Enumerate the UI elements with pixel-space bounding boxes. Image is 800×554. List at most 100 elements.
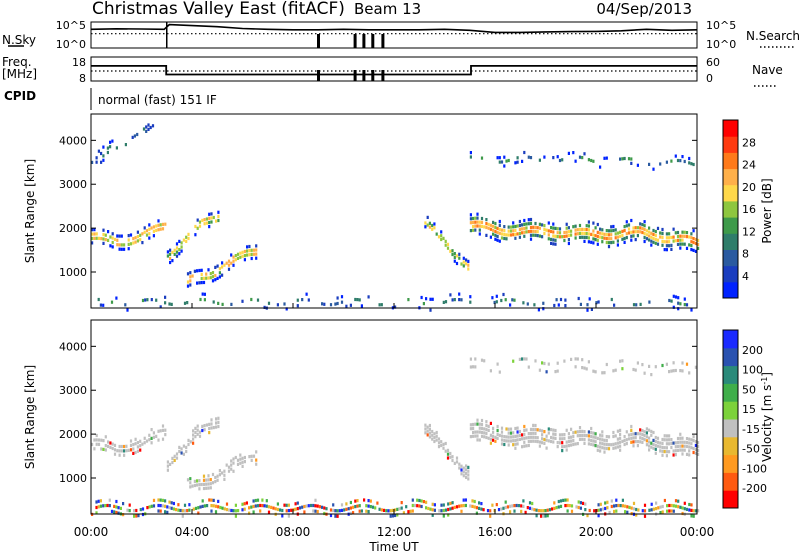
- power-cell: [648, 234, 651, 238]
- velocity-cell: [194, 506, 198, 510]
- power-cell: [127, 238, 130, 242]
- velocity-cell: [486, 509, 490, 513]
- velocity-cell: [489, 433, 492, 437]
- power-cell: [685, 303, 689, 307]
- velocity-cell: [525, 444, 528, 448]
- velocity-cell: [601, 442, 604, 446]
- power-cell: [605, 236, 608, 241]
- power-cell: [246, 245, 249, 249]
- velocity-cell: [503, 438, 506, 443]
- velocity-cell: [180, 451, 183, 455]
- velocity-cell: [492, 426, 495, 430]
- power-cell: [196, 218, 199, 222]
- power-cell: [590, 307, 593, 311]
- velocity-cell: [607, 447, 611, 451]
- power-cell: [623, 156, 626, 161]
- power-colorbar-tick: 12: [742, 225, 756, 238]
- velocity-cell: [476, 422, 479, 426]
- velocity-cell: [150, 436, 153, 440]
- velocity-cell: [474, 422, 477, 426]
- velocity-cell: [95, 505, 98, 510]
- velocity-cell: [480, 418, 484, 423]
- power-cell: [203, 292, 206, 296]
- velocity-cell: [462, 470, 465, 474]
- power-cell: [529, 225, 533, 229]
- power-cell: [550, 229, 553, 234]
- power-cell: [321, 302, 324, 306]
- freq-series-freq: [91, 65, 697, 76]
- velocity-cell: [627, 437, 631, 441]
- velocity-ytick-label: 2000: [59, 428, 87, 441]
- power-cell: [607, 241, 611, 245]
- power-cell: [241, 254, 244, 258]
- power-cell: [148, 223, 151, 227]
- velocity-cell: [243, 507, 246, 511]
- power-cell: [596, 234, 599, 238]
- velocity-cell: [552, 432, 555, 436]
- velocity-cell: [352, 511, 355, 515]
- velocity-cell: [230, 508, 233, 513]
- power-cell: [590, 240, 593, 244]
- power-cell: [650, 235, 653, 239]
- power-cell: [95, 232, 98, 236]
- velocity-cell: [225, 463, 228, 467]
- power-cell: [143, 230, 146, 234]
- velocity-cell: [688, 445, 691, 449]
- velocity-cell: [429, 507, 432, 511]
- velocity-cell: [205, 486, 208, 490]
- power-cell: [630, 234, 633, 238]
- velocity-cell: [135, 514, 138, 518]
- velocity-cell: [296, 501, 299, 505]
- velocity-cell: [185, 445, 188, 449]
- velocity-cell: [159, 498, 162, 502]
- power-cell: [523, 234, 526, 238]
- velocity-cell: [516, 426, 519, 430]
- velocity-cell: [451, 501, 454, 505]
- velocity-cell: [576, 430, 579, 434]
- velocity-cell: [648, 448, 651, 452]
- velocity-cell: [155, 434, 158, 438]
- velocity-cell: [500, 426, 504, 430]
- power-cell: [467, 259, 470, 263]
- power-cell: [301, 298, 304, 302]
- velocity-cell: [561, 437, 564, 441]
- velocity-cell: [514, 442, 517, 446]
- power-cell: [565, 226, 568, 230]
- power-cell: [498, 223, 501, 227]
- power-cell: [587, 158, 590, 162]
- power-cell: [493, 300, 496, 305]
- velocity-cell: [583, 430, 586, 434]
- power-cell: [210, 220, 213, 224]
- velocity-cell: [643, 438, 646, 442]
- velocity-colorbar-swatch: [723, 383, 738, 402]
- power-cell: [120, 243, 123, 247]
- power-cell: [534, 221, 537, 226]
- velocity-cell: [164, 428, 167, 432]
- velocity-cell: [303, 510, 306, 514]
- power-cell: [596, 230, 599, 234]
- power-cell: [255, 256, 258, 260]
- power-cell: [147, 127, 150, 131]
- velocity-cell: [623, 438, 626, 443]
- velocity-cell: [152, 431, 155, 435]
- velocity-cell: [654, 365, 657, 369]
- power-cell: [625, 220, 628, 224]
- velocity-cell: [442, 503, 445, 507]
- velocity-cell: [613, 509, 616, 514]
- velocity-cell: [578, 429, 582, 434]
- velocity-cell: [594, 444, 597, 448]
- freq-gap-mark: [362, 70, 366, 81]
- velocity-cell: [601, 434, 604, 438]
- power-cell: [102, 158, 105, 162]
- power-cell: [592, 233, 595, 237]
- velocity-cell: [196, 424, 199, 428]
- power-cell: [111, 240, 114, 245]
- velocity-cell: [578, 426, 582, 430]
- velocity-cell: [636, 444, 639, 448]
- power-cell: [230, 261, 233, 265]
- power-cell: [494, 237, 497, 241]
- velocity-cell: [585, 367, 588, 371]
- velocity-cell: [440, 440, 443, 444]
- velocity-cell: [663, 446, 666, 450]
